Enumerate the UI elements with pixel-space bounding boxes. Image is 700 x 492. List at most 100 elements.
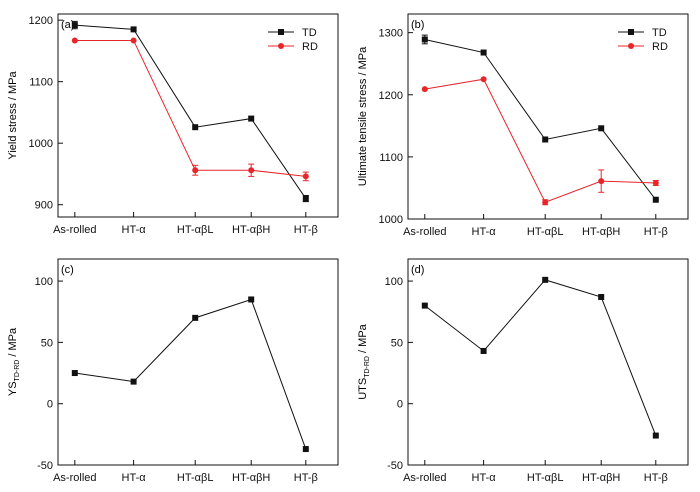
y-tick-label: -50 — [387, 460, 403, 472]
data-point-difference — [421, 302, 428, 309]
series-line-rd — [74, 39, 306, 177]
panel-c-plot-frame — [57, 258, 339, 466]
data-point-difference — [480, 347, 487, 354]
data-point-rd — [302, 173, 309, 180]
x-tick-label-ht: HT-β — [294, 224, 318, 236]
panel-b: (b) Ultimate tensile stress / MPa 1000 11… — [357, 13, 689, 238]
x-tick-label-ht: HT-β — [644, 472, 668, 484]
series-line-difference — [74, 298, 307, 450]
panel-a: (a) Yield stress / MPa 900 1000 1100 1200 As… — [7, 13, 339, 236]
data-point-difference — [192, 314, 199, 321]
panel-d-y-axis-label: UTSTD-RD / MPa — [357, 323, 371, 399]
panel-b-series — [421, 34, 659, 206]
panel-c-ticks: -50 0 50 100 As-rolled HT-α HT-αβL HT-αβH HT-β — [35, 276, 318, 484]
legend-rd-label: RD — [302, 41, 318, 53]
panel-b-ticks: 1000 1100 1200 1300 As-rolled HT-α HT-αβL HT-αβ… — [379, 28, 668, 238]
data-point-td — [480, 49, 487, 56]
data-point-rd — [652, 179, 659, 186]
x-tick-label-ht-h: HT-αβH — [582, 226, 620, 238]
x-tick-label-ht: HT-α — [122, 224, 147, 236]
data-point-td — [598, 125, 605, 132]
data-point-rd — [248, 167, 255, 174]
panel-c-ylabel-unit: / MPa — [7, 327, 19, 360]
data-point-difference — [542, 276, 549, 283]
data-point-difference — [598, 294, 605, 301]
x-tick-label-ht: HT-α — [472, 472, 497, 484]
x-tick-label-as-rolled: As-rolled — [403, 472, 446, 484]
x-tick-label-ht-h: HT-αβH — [232, 472, 270, 484]
x-tick-label-as-rolled: As-rolled — [403, 226, 446, 238]
data-point-rd — [542, 199, 549, 206]
y-tick-label: 50 — [391, 337, 403, 349]
x-tick-label-ht-l: HT-αβL — [177, 472, 214, 484]
y-tick-label: 900 — [35, 200, 53, 212]
x-tick-label-as-rolled: As-rolled — [53, 224, 96, 236]
panel-d-ylabel-subscript: TD-RD — [364, 356, 371, 378]
panel-d-ylabel-unit: / MPa — [357, 323, 369, 356]
y-tick-label: 50 — [41, 337, 53, 349]
data-point-td — [130, 26, 137, 33]
x-tick-label-ht: HT-α — [122, 472, 147, 484]
legend-td-label: TD — [652, 27, 667, 39]
panel-d-ticks: -50 0 50 100 As-rolled HT-α HT-αβL HT-αβH HT-β — [385, 276, 668, 484]
panel-d-plot-frame — [407, 258, 689, 466]
panel-c-y-axis-label: YSTD-RD / MPa — [7, 327, 21, 396]
data-point-rd — [480, 76, 487, 83]
x-tick-label-ht-l: HT-αβL — [527, 472, 564, 484]
y-tick-label: 100 — [35, 276, 53, 288]
panel-a-plot-frame — [57, 13, 339, 218]
data-point-td — [542, 136, 549, 143]
series-line-rd — [424, 78, 656, 203]
y-tick-label: 1100 — [379, 152, 403, 164]
legend-rd-marker — [628, 43, 634, 49]
data-point-rd — [71, 37, 78, 44]
panel-c: (c) YSTD-RD / MPa -50 0 50 100 As-rolled HT-α… — [7, 258, 339, 484]
y-tick-label: 1300 — [379, 28, 403, 40]
panel-b-legend: TD RD — [618, 27, 668, 53]
data-point-rd — [421, 86, 428, 93]
data-point-td — [652, 196, 659, 203]
panel-c-ylabel-main: YS — [7, 381, 19, 396]
panel-c-label: (c) — [61, 264, 74, 276]
legend-rd-marker — [278, 43, 284, 49]
panel-a-legend: TD RD — [268, 27, 318, 53]
panel-d-ylabel-main: UTS — [357, 378, 369, 400]
y-tick-label: 1200 — [379, 90, 403, 102]
data-point-rd — [130, 37, 137, 44]
data-point-difference — [652, 432, 659, 439]
panel-a-series — [71, 20, 309, 203]
data-point-td — [248, 115, 255, 122]
x-tick-label-ht-l: HT-αβL — [177, 224, 214, 236]
y-tick-label: 1000 — [379, 214, 403, 226]
data-point-difference — [302, 446, 309, 453]
panel-d-series — [421, 276, 659, 439]
data-point-rd — [192, 167, 199, 174]
series-line-td — [424, 38, 657, 201]
y-tick-label: 1000 — [29, 138, 53, 150]
data-point-td — [192, 124, 199, 131]
data-point-difference — [248, 296, 255, 303]
legend-td-marker — [628, 29, 634, 35]
x-tick-label-ht-l: HT-αβL — [527, 226, 564, 238]
panel-d: (d) UTSTD-RD / MPa -50 0 50 100 As-rolled HT-… — [357, 258, 689, 484]
data-point-td — [421, 36, 428, 43]
y-tick-label: 1100 — [29, 77, 53, 89]
data-point-difference — [71, 370, 78, 377]
panel-c-series — [71, 296, 309, 453]
panel-a-label: (a) — [61, 19, 74, 31]
y-tick-label: 100 — [385, 276, 403, 288]
legend-rd-label: RD — [652, 41, 668, 53]
y-tick-label: 0 — [47, 399, 53, 411]
y-tick-label: -50 — [37, 460, 53, 472]
panel-c-ylabel-subscript: TD-RD — [14, 360, 21, 382]
x-tick-label-ht: HT-β — [644, 226, 668, 238]
panel-a-y-axis-label: Yield stress / MPa — [7, 71, 19, 160]
panel-b-plot-frame — [407, 13, 689, 220]
legend-td-marker — [278, 29, 284, 35]
series-line-difference — [424, 279, 657, 436]
y-tick-label: 1200 — [29, 15, 53, 27]
x-tick-label-ht: HT-β — [294, 472, 318, 484]
x-tick-label-ht-h: HT-αβH — [582, 472, 620, 484]
panel-a-ticks: 900 1000 1100 1200 As-rolled HT-α HT-αβL HT-αβH… — [29, 15, 318, 236]
